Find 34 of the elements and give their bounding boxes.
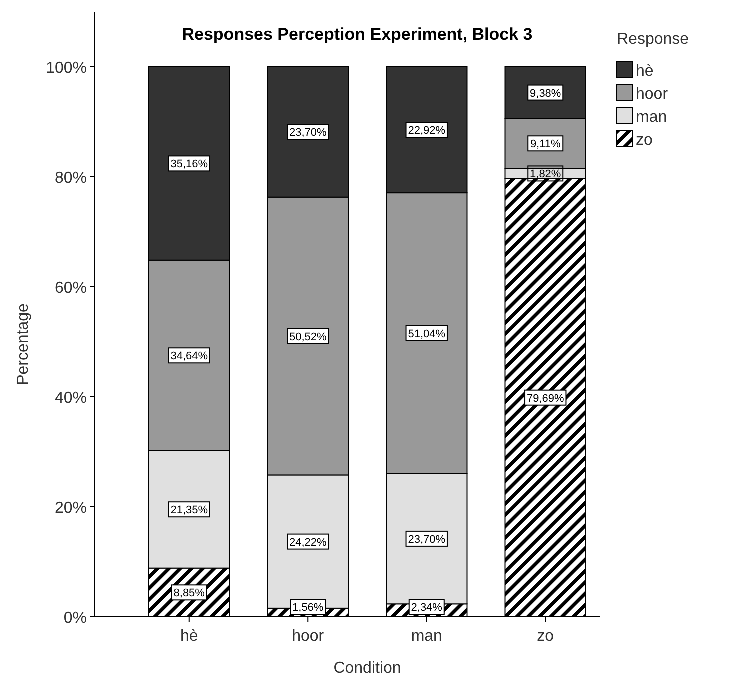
legend-label: man [636, 109, 668, 126]
data-label: 9,11% [530, 138, 562, 151]
data-label: 23,70% [408, 534, 446, 546]
data-label: 23,70% [289, 127, 327, 140]
y-axis-title: Percentage [15, 303, 32, 386]
data-label: 21,35% [170, 504, 208, 517]
data-label: 24,22% [289, 536, 327, 549]
data-label: 8,85% [174, 588, 206, 600]
legend-label: hè [636, 63, 654, 80]
data-label: 51,04% [408, 328, 446, 340]
y-tick-label: 60% [54, 280, 87, 297]
x-tick-label: hoor [292, 628, 325, 645]
data-label: 22,92% [408, 125, 446, 138]
y-tick-label: 20% [54, 500, 87, 517]
data-label: 79,69% [526, 392, 564, 405]
data-label: 1,82% [530, 168, 562, 181]
legend-label: hoor [636, 86, 669, 103]
y-tick-label: 0% [64, 610, 87, 627]
data-label: 2,34% [411, 602, 443, 614]
x-axis-title: Condition [334, 660, 402, 677]
x-tick-label: man [411, 628, 442, 645]
data-label: 50,52% [289, 331, 327, 344]
data-label: 9,38% [530, 88, 562, 100]
legend-label: zo [636, 132, 653, 149]
y-tick-label: 80% [54, 170, 87, 187]
x-tick-label: hè [180, 628, 198, 645]
y-tick-label: 100% [46, 60, 87, 77]
legend-title: Response [617, 31, 690, 48]
data-label: 35,16% [170, 158, 208, 171]
x-tick-label: zo [537, 628, 554, 645]
data-label: 1,56% [292, 602, 324, 614]
y-tick-label: 40% [54, 390, 87, 407]
text: Responses Perception Experiment, Block 3 [182, 25, 533, 44]
data-label: 34,64% [170, 350, 208, 363]
